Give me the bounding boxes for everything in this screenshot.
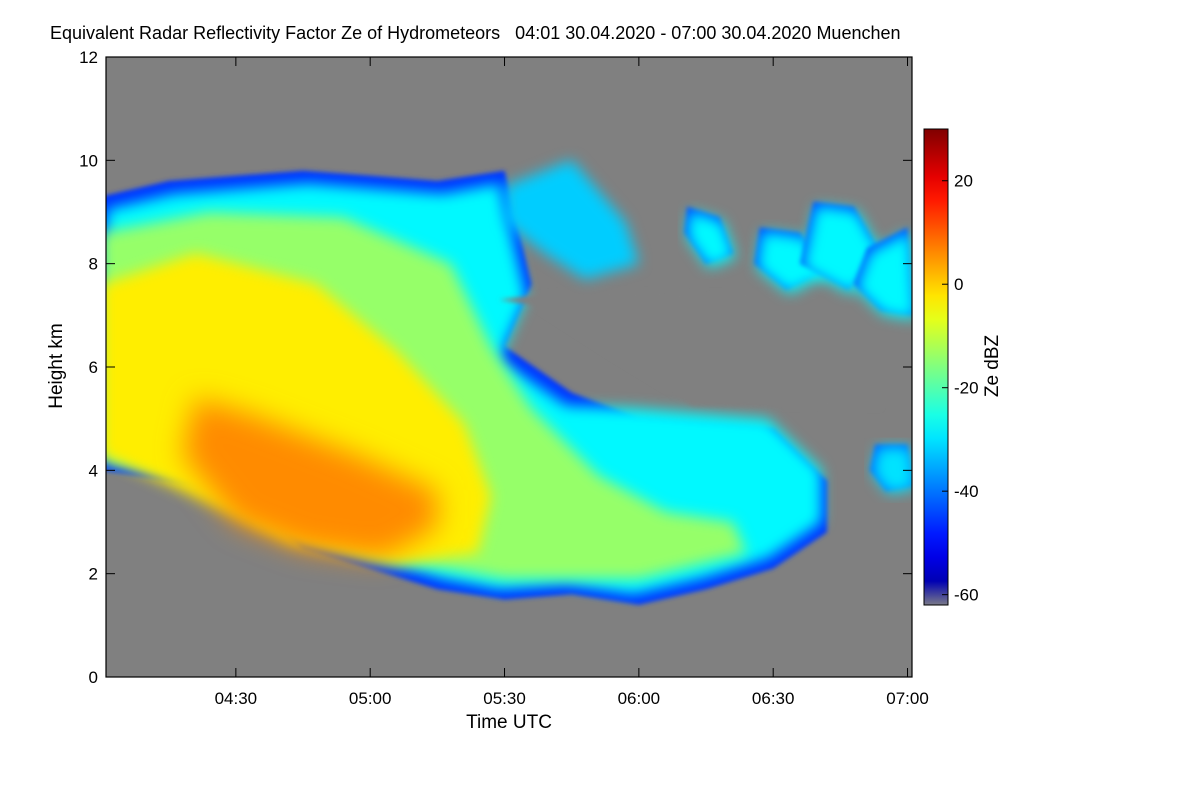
x-tick-label: 04:30 (215, 689, 258, 708)
colorbar-tick-label: -60 (954, 586, 979, 605)
echo-anvil (504, 160, 639, 280)
y-axis: 0 2 4 6 8 10 12 (79, 48, 912, 687)
colorbar-scale (923, 128, 949, 606)
colorbar: -60 -40 -20 0 20 (923, 128, 979, 606)
colorbar-tick-label: 0 (954, 275, 963, 294)
colorbar-tick-label: -20 (954, 379, 979, 398)
echo-fragment-core (687, 211, 736, 268)
x-tick-label: 05:00 (349, 689, 392, 708)
echo-fragment-core (757, 231, 830, 294)
x-tick-label: 06:30 (752, 689, 795, 708)
y-tick-label: 10 (79, 151, 98, 170)
y-axis-title: Height km (46, 323, 67, 409)
chart-title: Equivalent Radar Reflectivity Factor Ze … (50, 23, 901, 43)
echo-core (182, 398, 438, 559)
echo-fragment-core (856, 231, 912, 319)
x-tick-label: 06:00 (618, 689, 661, 708)
y-tick-label: 12 (79, 48, 98, 67)
plot-area (106, 57, 912, 677)
echo-fragment-mid-core (872, 447, 912, 494)
y-tick-label: 2 (89, 565, 98, 584)
y-tick-label: 0 (89, 668, 98, 687)
x-tick-label: 05:30 (483, 689, 526, 708)
x-axis-title: Time UTC (466, 712, 552, 733)
x-tick-label: 07:00 (886, 689, 929, 708)
echo-layer (106, 160, 912, 605)
echo-gap (499, 289, 881, 409)
y-tick-label: 4 (89, 461, 98, 480)
colorbar-tick-label: -40 (954, 482, 979, 501)
colorbar-tick-label: 20 (954, 172, 973, 191)
colorbar-title: Ze dBZ (982, 334, 1003, 397)
y-tick-label: 6 (89, 358, 98, 377)
x-axis: 04:30 05:00 05:30 06:00 06:30 07:00 (215, 57, 929, 708)
y-tick-label: 8 (89, 255, 98, 274)
